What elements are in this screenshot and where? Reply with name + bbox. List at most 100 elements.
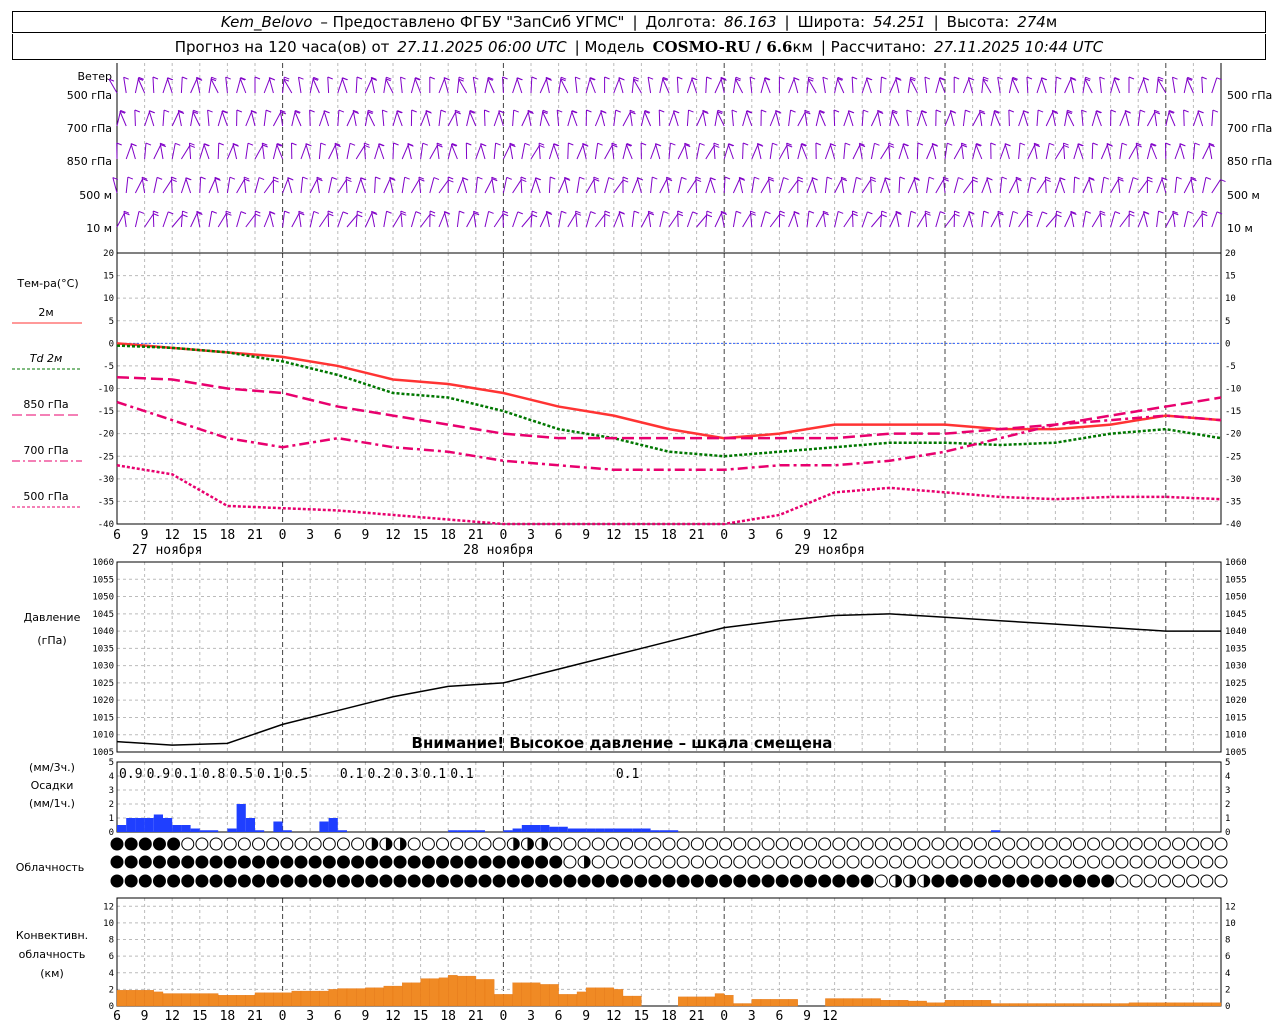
precip-3h-label: 0.1 bbox=[340, 767, 363, 782]
wind-barb bbox=[483, 109, 486, 127]
cloud-symbol bbox=[1115, 874, 1129, 888]
wind-barb-flag bbox=[221, 110, 228, 114]
wind-barb bbox=[751, 177, 755, 194]
wind-barb bbox=[924, 211, 928, 228]
wind-barb bbox=[1084, 78, 1093, 94]
x-tick-label: 12 bbox=[606, 528, 622, 543]
wind-barb-flag bbox=[772, 142, 778, 146]
wind-barb-flag bbox=[582, 142, 588, 146]
wind-barb bbox=[788, 110, 792, 127]
wind-barb-flag bbox=[1092, 142, 1098, 146]
conv-bar bbox=[981, 1000, 992, 1007]
wind-barb bbox=[530, 145, 540, 160]
precip-bar bbox=[632, 828, 642, 832]
conv-bar bbox=[411, 982, 421, 1007]
precip-bar bbox=[135, 818, 145, 832]
conv-bar bbox=[1165, 1002, 1176, 1007]
x-tick-label: 0 bbox=[499, 528, 507, 543]
wind-barb-flag bbox=[364, 142, 370, 146]
cloud-symbol bbox=[605, 837, 619, 851]
wind-barb bbox=[190, 212, 198, 228]
wind-barb bbox=[1192, 143, 1196, 160]
wind-barb bbox=[1211, 179, 1221, 194]
wind-barb-flag bbox=[1187, 210, 1193, 214]
wind-barb-flag bbox=[950, 110, 956, 113]
wind-barb bbox=[520, 176, 523, 194]
conv-bar bbox=[466, 975, 476, 1007]
conv-tick-right: 6 bbox=[1225, 952, 1230, 962]
wind-barb-flag bbox=[466, 142, 472, 146]
pressure-unit: (гПа) bbox=[37, 634, 66, 647]
precip-bar bbox=[567, 828, 577, 832]
cloud-symbol bbox=[789, 837, 803, 851]
wind-barb-flag bbox=[786, 142, 792, 146]
wind-barb-flag bbox=[437, 144, 443, 148]
wind-barb bbox=[159, 143, 164, 160]
wind-barb-flag bbox=[714, 144, 720, 148]
cloud-symbol bbox=[421, 874, 435, 888]
wind-barb-flag bbox=[677, 76, 683, 80]
pressure-series bbox=[116, 613, 1221, 746]
wind-barb bbox=[760, 77, 766, 94]
wind-barb-flag bbox=[699, 142, 705, 146]
wind-barb bbox=[975, 143, 983, 160]
wind-barb-flag bbox=[429, 76, 435, 80]
wind-barb-flag bbox=[622, 176, 629, 180]
wind-barb-flag bbox=[1052, 109, 1058, 113]
wind-barb-flag bbox=[626, 143, 632, 147]
wind-barb bbox=[944, 213, 956, 228]
wind-barb-flag bbox=[742, 142, 749, 146]
wind-barb bbox=[926, 144, 934, 160]
wind-barb-flag bbox=[891, 111, 898, 115]
wind-barb bbox=[574, 77, 578, 94]
x-tick-label: 0 bbox=[279, 528, 287, 543]
wind-barb bbox=[797, 111, 806, 127]
wind-barb bbox=[734, 78, 744, 94]
wind-barb bbox=[696, 143, 701, 160]
wind-barb bbox=[396, 110, 403, 127]
cloud-symbol bbox=[874, 874, 888, 888]
precip-bar bbox=[613, 828, 623, 832]
cloud-symbol bbox=[464, 837, 478, 851]
cloud-symbol bbox=[931, 837, 945, 851]
wind-barb bbox=[112, 177, 118, 194]
wind-barb-flag bbox=[269, 211, 275, 214]
cloud-symbol bbox=[959, 855, 973, 869]
cloud-symbol bbox=[1101, 837, 1115, 851]
wind-barb bbox=[953, 144, 963, 160]
wind-barb-flag bbox=[531, 210, 538, 214]
wind-barb-flag bbox=[818, 110, 825, 114]
cloud-symbol bbox=[903, 837, 917, 851]
temperature-title: Тем-ра(°C) bbox=[16, 277, 78, 290]
wind-barb bbox=[162, 179, 173, 194]
wind-barb-flag bbox=[229, 176, 236, 180]
wind-barb bbox=[673, 110, 679, 127]
wind-barb-flag bbox=[397, 110, 403, 114]
prec-tick-right: 4 bbox=[1225, 772, 1230, 782]
wind-barb bbox=[822, 77, 826, 94]
provider-text: – Предоставлено ФГБУ "ЗапСиб УГМС" bbox=[320, 13, 625, 31]
x-tick-label: 18 bbox=[220, 528, 236, 543]
prec-tick-left: 1 bbox=[109, 814, 114, 824]
wind-barb-flag bbox=[1070, 210, 1076, 214]
conv-bar bbox=[126, 990, 136, 1007]
wind-barb-flag bbox=[600, 110, 606, 113]
wind-barb bbox=[346, 143, 351, 160]
temp-tick-right: -10 bbox=[1225, 385, 1241, 395]
cloud-symbol bbox=[874, 837, 888, 851]
wind-barb-flag bbox=[222, 110, 228, 114]
cloud-symbol bbox=[506, 855, 520, 869]
wind-barb-flag bbox=[983, 76, 989, 80]
wind-level-850hpa-right: 850 гПа bbox=[1227, 155, 1272, 168]
wind-barb-flag bbox=[473, 212, 480, 216]
x-tick-label: 15 bbox=[413, 1009, 429, 1024]
wind-barb bbox=[906, 110, 909, 127]
wind-barb bbox=[1137, 211, 1145, 228]
wind-barb-flag bbox=[1056, 76, 1062, 80]
conv-bar bbox=[678, 996, 688, 1007]
wind-barb bbox=[443, 77, 449, 94]
wind-barb bbox=[880, 177, 887, 194]
wind-barb bbox=[913, 177, 918, 194]
wind-barb-flag bbox=[545, 76, 552, 80]
temp-tick-left: 5 bbox=[109, 317, 114, 327]
